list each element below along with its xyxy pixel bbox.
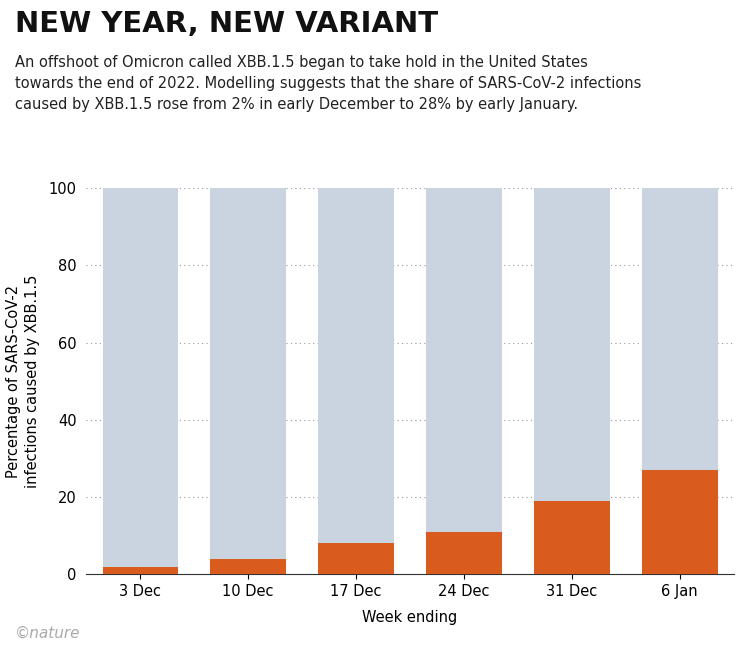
Text: NEW YEAR, NEW VARIANT: NEW YEAR, NEW VARIANT: [15, 10, 438, 38]
Text: An offshoot of Omicron called XBB.1.5 began to take hold in the United States
to: An offshoot of Omicron called XBB.1.5 be…: [15, 55, 641, 112]
Bar: [318, 188, 394, 574]
Bar: [210, 188, 286, 574]
Bar: [318, 543, 394, 574]
Bar: [642, 470, 717, 574]
Bar: [534, 501, 610, 574]
Bar: [427, 188, 502, 574]
Text: ©nature: ©nature: [15, 626, 80, 641]
X-axis label: Week ending: Week ending: [363, 610, 457, 625]
Y-axis label: Percentage of SARS-CoV-2
infections caused by XBB.1.5: Percentage of SARS-CoV-2 infections caus…: [5, 275, 41, 488]
Bar: [103, 567, 178, 574]
Bar: [534, 188, 610, 574]
Bar: [210, 559, 286, 574]
Bar: [103, 188, 178, 574]
Bar: [427, 532, 502, 574]
Bar: [642, 188, 717, 574]
